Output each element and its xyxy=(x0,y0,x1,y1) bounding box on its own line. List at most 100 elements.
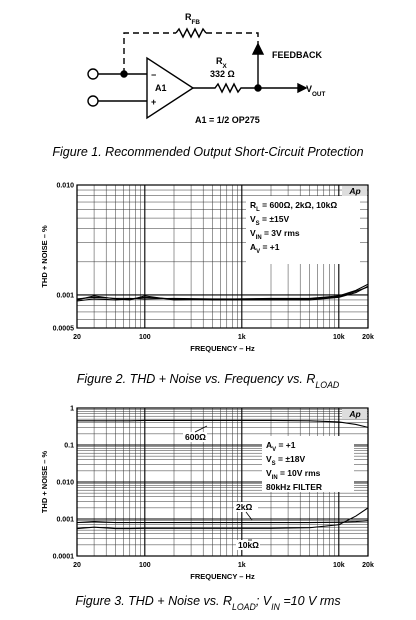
label-pointer xyxy=(245,511,253,521)
annotation-box xyxy=(246,196,360,264)
series-label: 10kΩ xyxy=(238,540,259,550)
text-run: = +1 xyxy=(276,440,296,450)
annotation: RL = 600Ω, 2kΩ, 10kΩ xyxy=(250,200,337,213)
x-tick-label: 1k xyxy=(238,562,246,569)
series-line xyxy=(76,286,369,301)
text-run: = 600Ω, 2kΩ, 10kΩ xyxy=(260,200,338,210)
y-tick-label: 0.0005 xyxy=(53,326,75,333)
resistor-rx xyxy=(193,82,298,94)
logo-box xyxy=(342,409,367,419)
subscript: IN xyxy=(271,602,280,612)
text-run: = 3V rms xyxy=(262,228,300,238)
text-run: FEEDBACK xyxy=(272,50,323,60)
x-tick-label: 10k xyxy=(333,334,345,341)
subscript: X xyxy=(223,63,228,70)
diagram-label: + xyxy=(151,97,156,107)
figure-caption: Figure 2. THD + Noise vs. Frequency vs. … xyxy=(77,372,340,390)
resistor-rfb xyxy=(175,27,207,39)
logo: Ap xyxy=(348,409,360,419)
series-label: 2kΩ xyxy=(236,502,252,512)
text-run: 332 Ω xyxy=(210,69,235,79)
logo-box xyxy=(342,186,367,196)
x-tick-label: 1k xyxy=(238,334,246,341)
text-run: R xyxy=(216,56,223,66)
text-run: V xyxy=(250,214,256,224)
subscript: IN xyxy=(272,475,278,481)
subscript: S xyxy=(256,221,260,227)
diagram-label: VOUT xyxy=(306,84,325,98)
y-tick-label: 0.1 xyxy=(64,443,74,450)
figure-caption: Figure 1. Recommended Output Short-Circu… xyxy=(52,145,363,159)
text-run: Figure 1. Recommended Output Short-Circu… xyxy=(52,145,363,159)
annotation: VS = ±15V xyxy=(250,214,289,227)
x-tick-label: 10k xyxy=(333,562,345,569)
series-line xyxy=(77,419,369,428)
x-tick-label: 20 xyxy=(73,334,81,341)
text-run: Figure 2. THD + Noise vs. Frequency vs. … xyxy=(77,372,316,386)
subscript: IN xyxy=(256,235,262,241)
diagram-label: RX xyxy=(216,56,228,70)
output-arrow xyxy=(297,82,308,94)
x-tick-label: 20 xyxy=(73,562,81,569)
text-run: V xyxy=(266,454,272,464)
text-run: = 10V rms xyxy=(278,468,321,478)
annotation: VIN = 3V rms xyxy=(250,228,300,241)
x-axis-title: FREQUENCY – Hz xyxy=(190,344,255,353)
logo: Ap xyxy=(348,186,360,196)
series-label-bg xyxy=(234,502,258,512)
text-run: 80kHz FILTER xyxy=(266,482,322,492)
diagram-label: A1 xyxy=(155,83,167,93)
text-run: =10 V rms xyxy=(280,594,341,608)
junction xyxy=(254,84,262,92)
figure-caption: Figure 3. THD + Noise vs. RLOAD; VIN =10… xyxy=(75,594,340,612)
subscript: OUT xyxy=(312,91,325,98)
label-pointer xyxy=(194,425,208,433)
subscript: LOAD xyxy=(232,602,257,612)
x-axis-title: FREQUENCY – Hz xyxy=(190,572,255,581)
annotation: 80kHz FILTER xyxy=(266,482,322,492)
feedback-arrow xyxy=(251,42,265,55)
subscript: L xyxy=(256,207,260,213)
input-terminal xyxy=(87,95,99,107)
subscript: LOAD xyxy=(315,380,340,390)
annotation: VIN = 10V rms xyxy=(266,468,321,481)
diagram-label: 332 Ω xyxy=(210,69,235,79)
diagram-label: A1 = 1/2 OP275 xyxy=(195,115,260,125)
diagram-label: − xyxy=(151,70,156,80)
y-tick-label: 0.0001 xyxy=(53,554,75,561)
y-axis-title: THD + NOISE – % xyxy=(40,451,49,514)
text-run: + xyxy=(151,97,156,107)
y-axis-title: THD + NOISE – % xyxy=(40,225,49,288)
series-label-bg xyxy=(236,540,260,550)
text-run: R xyxy=(185,12,192,22)
diagram-label: FEEDBACK xyxy=(272,50,323,60)
subscript: FB xyxy=(192,19,201,26)
y-tick-label: 0.001 xyxy=(56,517,74,524)
text-run: = +1 xyxy=(260,242,280,252)
text-run: V xyxy=(266,468,272,478)
series-label: 600Ω xyxy=(185,432,206,442)
text-run: Figure 3. THD + Noise vs. R xyxy=(75,594,232,608)
y-tick-label: 0.010 xyxy=(56,183,74,190)
circuit-diagram xyxy=(87,27,308,120)
series-label-bg xyxy=(183,432,207,442)
subscript: V xyxy=(256,249,260,255)
series-line xyxy=(76,507,369,530)
text-run: = ±18V xyxy=(276,454,306,464)
text-run: A1 = 1/2 OP275 xyxy=(195,115,260,125)
diagram-label: RFB xyxy=(185,12,200,26)
series-line xyxy=(76,520,369,524)
x-tick-label: 100 xyxy=(139,562,151,569)
subscript: S xyxy=(272,461,276,467)
annotation: VS = ±18V xyxy=(266,454,305,467)
feedback-path xyxy=(123,32,259,74)
text-run: − xyxy=(151,70,156,80)
x-tick-label: 100 xyxy=(139,334,151,341)
annotation: AV = +1 xyxy=(250,242,280,255)
y-tick-label: 1 xyxy=(70,406,74,413)
text-run: = ±15V xyxy=(260,214,290,224)
text-run: A xyxy=(250,242,256,252)
x-tick-label: 20k xyxy=(362,334,374,341)
text-run: V xyxy=(306,84,312,94)
